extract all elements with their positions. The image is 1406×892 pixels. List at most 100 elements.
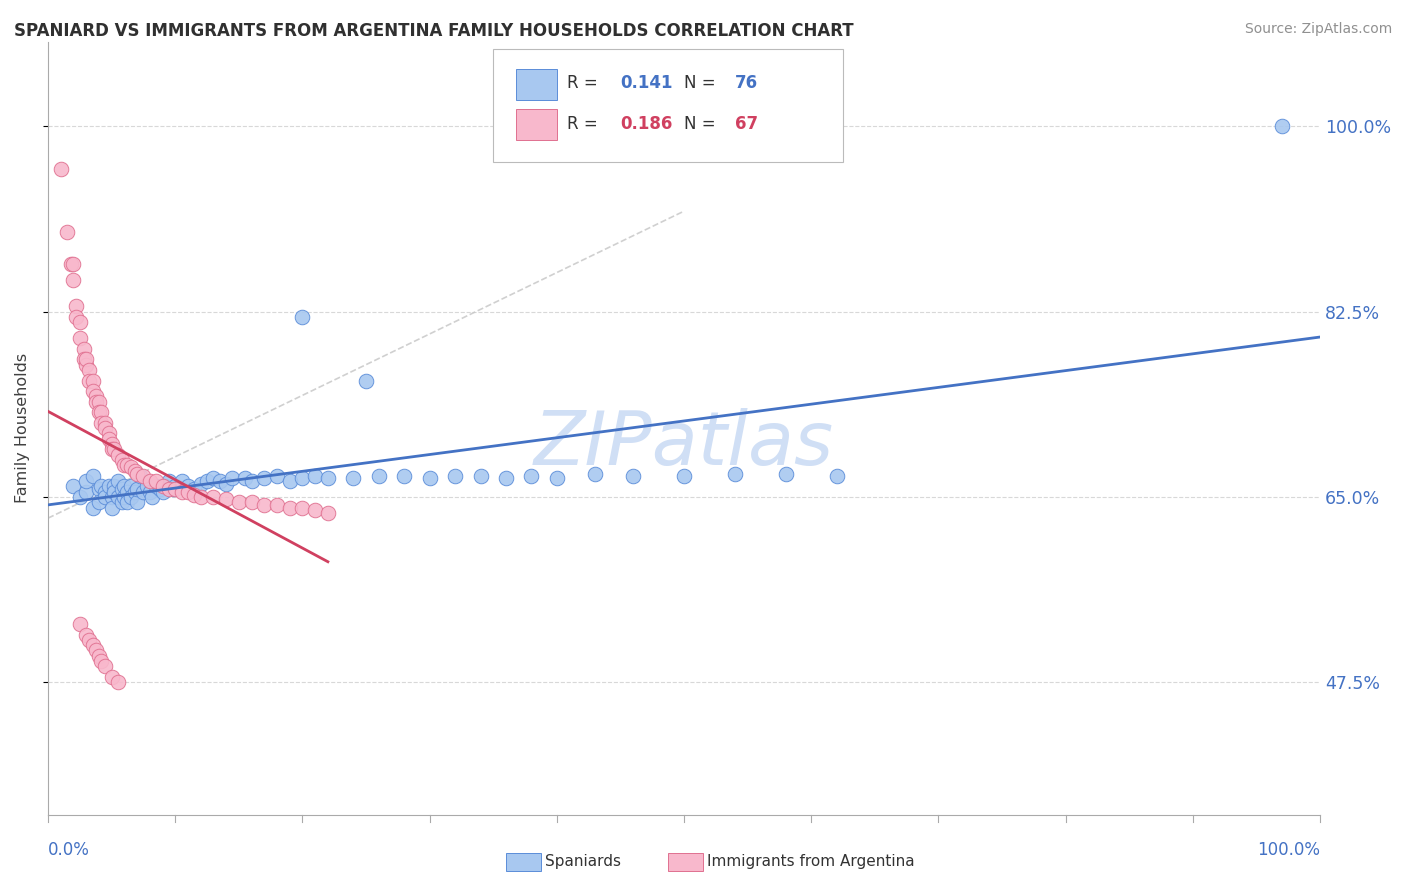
Point: [56, 225, 79, 239]
Point: [59, 257, 82, 271]
Text: 76: 76: [735, 74, 758, 92]
Point: [103, 442, 125, 457]
Point: [90, 405, 112, 419]
Point: [90, 416, 112, 430]
Point: [266, 468, 288, 483]
Point: [170, 484, 193, 499]
Point: [128, 468, 150, 483]
Point: [419, 471, 441, 485]
Point: [145, 479, 167, 493]
Point: [98, 432, 121, 446]
Point: [183, 488, 205, 502]
Point: [69, 617, 91, 632]
Point: [202, 471, 225, 485]
Text: SPANIARD VS IMMIGRANTS FROM ARGENTINA FAMILY HOUSEHOLDS CORRELATION CHART: SPANIARD VS IMMIGRANTS FROM ARGENTINA FA…: [14, 22, 853, 40]
Point: [100, 442, 122, 457]
Point: [112, 458, 135, 473]
Point: [190, 490, 212, 504]
Point: [87, 648, 110, 663]
Text: N =: N =: [685, 74, 721, 92]
Point: [215, 492, 238, 507]
Point: [621, 468, 644, 483]
Point: [132, 484, 155, 499]
Text: R =: R =: [567, 115, 603, 134]
Point: [253, 471, 276, 485]
Point: [228, 495, 250, 509]
Point: [77, 374, 100, 388]
Point: [278, 474, 301, 488]
Point: [111, 453, 134, 467]
Point: [100, 437, 122, 451]
Point: [177, 479, 200, 493]
Point: [86, 643, 108, 657]
Point: [69, 315, 91, 329]
Point: [87, 482, 110, 496]
Point: [62, 257, 84, 271]
Point: [120, 479, 142, 493]
Point: [240, 495, 263, 509]
Point: [132, 468, 155, 483]
Point: [136, 479, 159, 493]
Text: 67: 67: [735, 115, 758, 134]
Point: [177, 484, 200, 499]
Point: [354, 374, 377, 388]
Point: [120, 460, 142, 475]
Point: [278, 500, 301, 515]
Point: [724, 467, 747, 481]
Point: [153, 479, 176, 493]
Point: [304, 468, 326, 483]
Text: 0.141: 0.141: [620, 74, 673, 92]
Point: [107, 448, 129, 462]
Point: [145, 474, 167, 488]
Point: [215, 477, 238, 491]
Point: [73, 352, 96, 367]
Point: [291, 500, 314, 515]
Point: [316, 471, 339, 485]
Point: [520, 468, 543, 483]
Point: [115, 495, 138, 509]
Point: [82, 468, 104, 483]
Point: [115, 458, 138, 473]
Point: [233, 471, 256, 485]
Point: [190, 477, 212, 491]
Point: [107, 490, 129, 504]
Point: [82, 500, 104, 515]
Point: [291, 310, 314, 324]
Point: [100, 500, 122, 515]
Point: [94, 421, 117, 435]
Point: [183, 482, 205, 496]
Point: [304, 502, 326, 516]
Text: Immigrants from Argentina: Immigrants from Argentina: [707, 855, 915, 870]
Point: [82, 638, 104, 652]
Point: [75, 627, 97, 641]
Point: [342, 471, 364, 485]
Point: [470, 468, 492, 483]
Text: Spaniards: Spaniards: [546, 855, 621, 870]
Point: [100, 670, 122, 684]
Point: [73, 342, 96, 356]
Point: [65, 310, 87, 324]
Text: ZIPatlas: ZIPatlas: [534, 408, 834, 480]
Point: [86, 389, 108, 403]
Point: [107, 675, 129, 690]
Point: [444, 468, 467, 483]
Point: [124, 484, 146, 499]
Point: [111, 495, 134, 509]
FancyBboxPatch shape: [494, 49, 844, 161]
Point: [208, 474, 231, 488]
Point: [546, 471, 568, 485]
Point: [149, 482, 172, 496]
Point: [115, 484, 138, 499]
Bar: [516, 69, 557, 100]
Point: [673, 468, 696, 483]
Point: [367, 468, 389, 483]
Point: [162, 482, 184, 496]
Point: [62, 479, 84, 493]
Point: [103, 484, 125, 499]
Point: [90, 654, 112, 668]
Point: [94, 416, 117, 430]
Point: [77, 363, 100, 377]
Point: [495, 471, 517, 485]
Point: [583, 467, 606, 481]
Point: [49, 161, 72, 176]
